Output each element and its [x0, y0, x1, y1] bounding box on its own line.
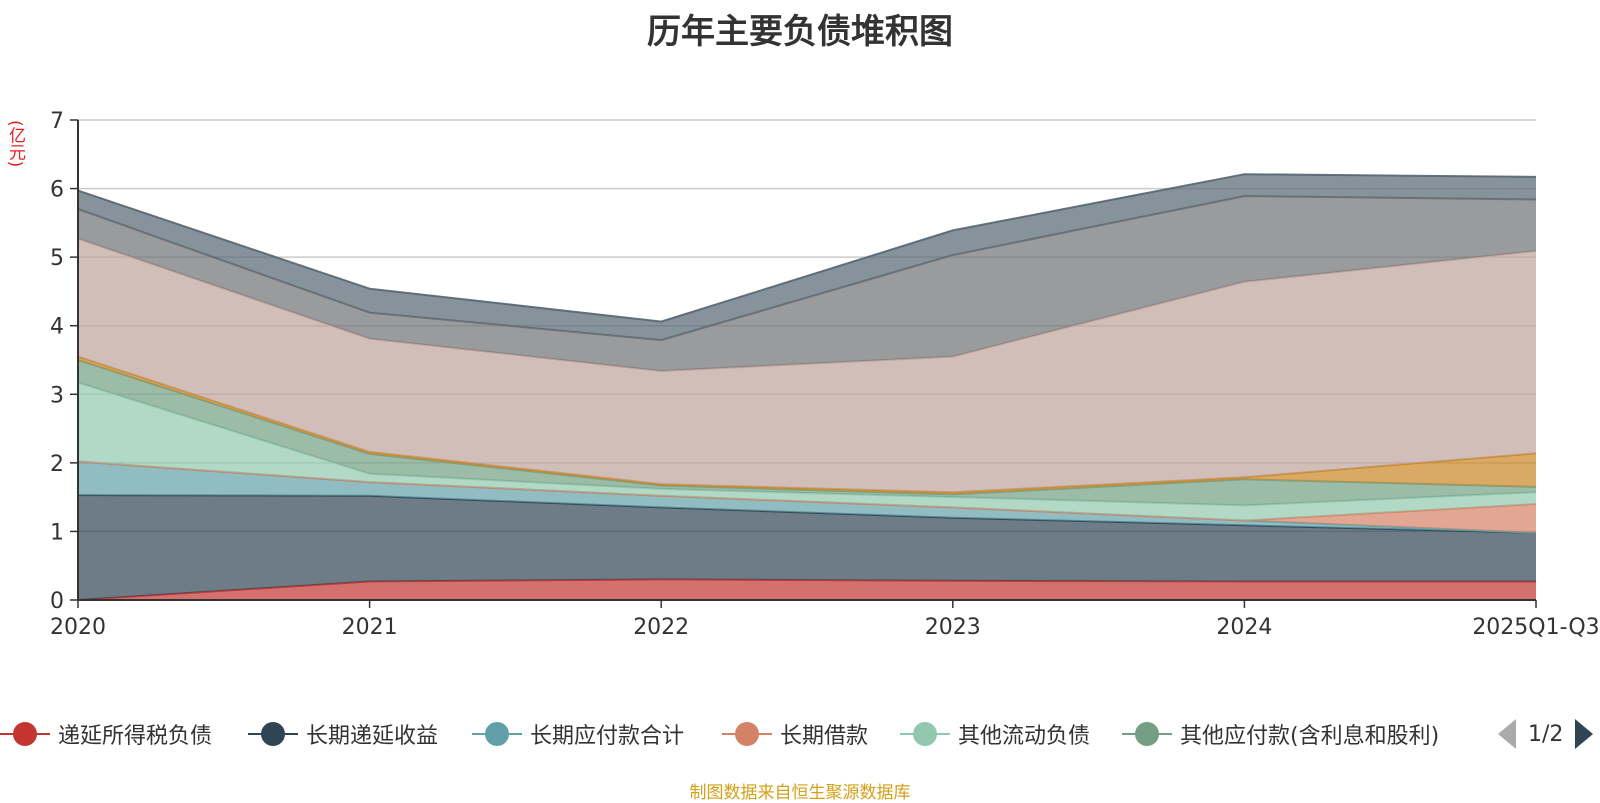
- area-series-7: [78, 238, 1536, 493]
- x-tick-label-2: 2022: [633, 615, 689, 640]
- area-series-9: [78, 174, 1536, 341]
- pager-text: 1/2: [1528, 721, 1564, 747]
- area-series-5: [78, 360, 1536, 506]
- legend-label: 长期应付款合计: [530, 724, 685, 749]
- x-tick-label-5: 2025Q1-Q3: [1472, 615, 1599, 640]
- legend-pager: 1/2: [1498, 718, 1594, 750]
- legend-swatch-icon: [722, 719, 772, 749]
- pager-prev-icon[interactable]: [1498, 719, 1516, 749]
- area-series-8: [78, 196, 1536, 371]
- y-tick-label-1: 1: [50, 520, 64, 545]
- legend-swatch-icon: [900, 719, 950, 749]
- x-tick-label-4: 2024: [1216, 615, 1272, 640]
- y-tick-label-2: 2: [50, 452, 64, 477]
- source-note: 制图数据来自恒生聚源数据库: [689, 783, 911, 803]
- legend-label: 其他应付款(含利息和股利): [1180, 724, 1440, 749]
- chart-plot: 0 1 2 3 4 5 6 7 2020 2021 2022 2023 2024 2025Q1-Q3: [50, 109, 1600, 640]
- legend-swatch-icon: [472, 719, 522, 749]
- legend-swatch-icon: [1122, 719, 1172, 749]
- y-tick-label-4: 4: [50, 315, 64, 340]
- line-series-9: [77, 173, 1537, 323]
- legend-label: 其他流动负债: [958, 724, 1091, 749]
- area-series-1: [78, 495, 1536, 600]
- legend-item-0[interactable]: 递延所得税负债: [0, 716, 212, 752]
- y-tick-label-5: 5: [50, 246, 64, 271]
- y-tick-label-3: 3: [50, 383, 64, 408]
- y-tick-label-0: 0: [50, 589, 64, 614]
- y-tick-label-7: 7: [50, 109, 64, 134]
- legend-swatch-icon: [0, 719, 50, 749]
- area-series-0: [78, 579, 1536, 600]
- legend-item-5[interactable]: 其他应付款(含利息和股利): [1122, 716, 1439, 752]
- legend-label: 长期递延收益: [306, 724, 439, 749]
- y-axis-unit-label: (亿元): [5, 120, 25, 168]
- area-series-3: [78, 461, 1536, 533]
- legend-label: 长期借款: [780, 724, 869, 749]
- legend-item-3[interactable]: 长期借款: [722, 716, 868, 752]
- legend-item-1[interactable]: 长期递延收益: [248, 716, 438, 752]
- chart-title: 历年主要负债堆积图: [647, 12, 953, 52]
- pager-next-icon[interactable]: [1575, 719, 1594, 749]
- area-series-4: [78, 382, 1536, 521]
- legend: 递延所得税负债 长期递延收益 长期应付款合计 长期借款 其他流动负债 其他应付款(含利息和…: [0, 716, 1600, 752]
- legend-item-2[interactable]: 长期应付款合计: [472, 716, 684, 752]
- legend-swatch-icon: [248, 719, 298, 749]
- legend-item-4[interactable]: 其他流动负债: [900, 716, 1090, 752]
- x-tick-label-0: 2020: [50, 615, 106, 640]
- legend-label: 递延所得税负债: [58, 724, 213, 749]
- line-series-5: [77, 359, 1537, 496]
- y-tick-label-6: 6: [50, 178, 64, 203]
- area-layer: [77, 173, 1537, 601]
- axis-layer: 0 1 2 3 4 5 6 7 2020 2021 2022 2023 2024 2025Q1-Q3: [50, 109, 1600, 640]
- x-tick-label-1: 2021: [342, 615, 398, 640]
- x-tick-label-3: 2023: [925, 615, 981, 640]
